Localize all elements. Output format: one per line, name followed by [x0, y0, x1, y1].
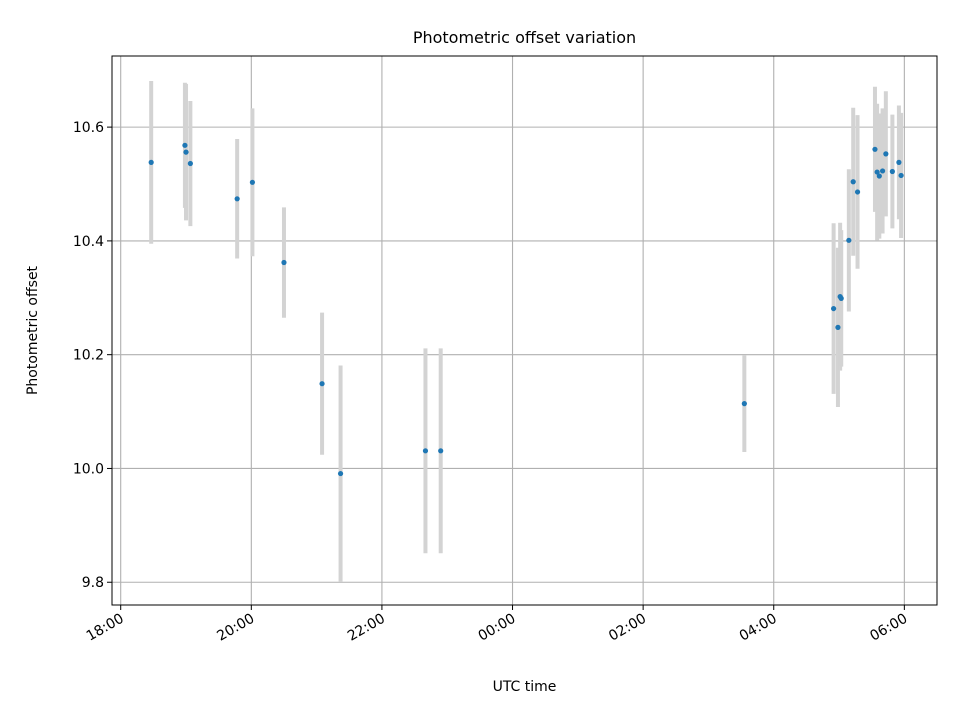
data-point	[831, 305, 837, 312]
y-tick-label: 10.0	[73, 461, 104, 477]
data-point	[337, 470, 344, 477]
data-point	[249, 179, 256, 185]
data-point	[874, 169, 880, 175]
y-tick-label: 10.6	[73, 120, 104, 136]
data-point	[850, 179, 856, 185]
data-point	[872, 146, 878, 152]
x-axis-label: UTC time	[493, 679, 557, 695]
data-point	[883, 151, 889, 157]
data-point	[879, 168, 886, 174]
data-point	[846, 237, 852, 243]
data-point	[182, 142, 188, 148]
data-point	[898, 172, 904, 179]
data-point	[148, 159, 154, 165]
data-point	[319, 381, 325, 387]
data-point	[838, 295, 844, 301]
data-point	[876, 173, 882, 179]
data-points	[148, 142, 904, 477]
plot-frame	[111, 55, 938, 606]
y-tick-label: 10.2	[73, 348, 104, 364]
data-point	[835, 324, 841, 330]
y-tick-label: 9.8	[82, 575, 104, 591]
data-point	[187, 160, 193, 167]
data-point	[854, 189, 861, 195]
y-axis-label: Photometric offset	[25, 265, 41, 395]
data-point	[234, 196, 240, 202]
y-axis-ticks: 9.8 10.0 10.2 10.4 10.6	[73, 120, 112, 591]
data-point	[889, 168, 895, 175]
data-point	[281, 259, 287, 266]
data-point	[183, 149, 189, 155]
data-point	[896, 159, 902, 165]
data-point	[438, 448, 444, 454]
y-tick-label: 10.4	[73, 234, 104, 250]
chart-title: Photometric offset variation	[413, 28, 636, 47]
data-point	[741, 401, 747, 407]
data-point	[422, 448, 429, 454]
